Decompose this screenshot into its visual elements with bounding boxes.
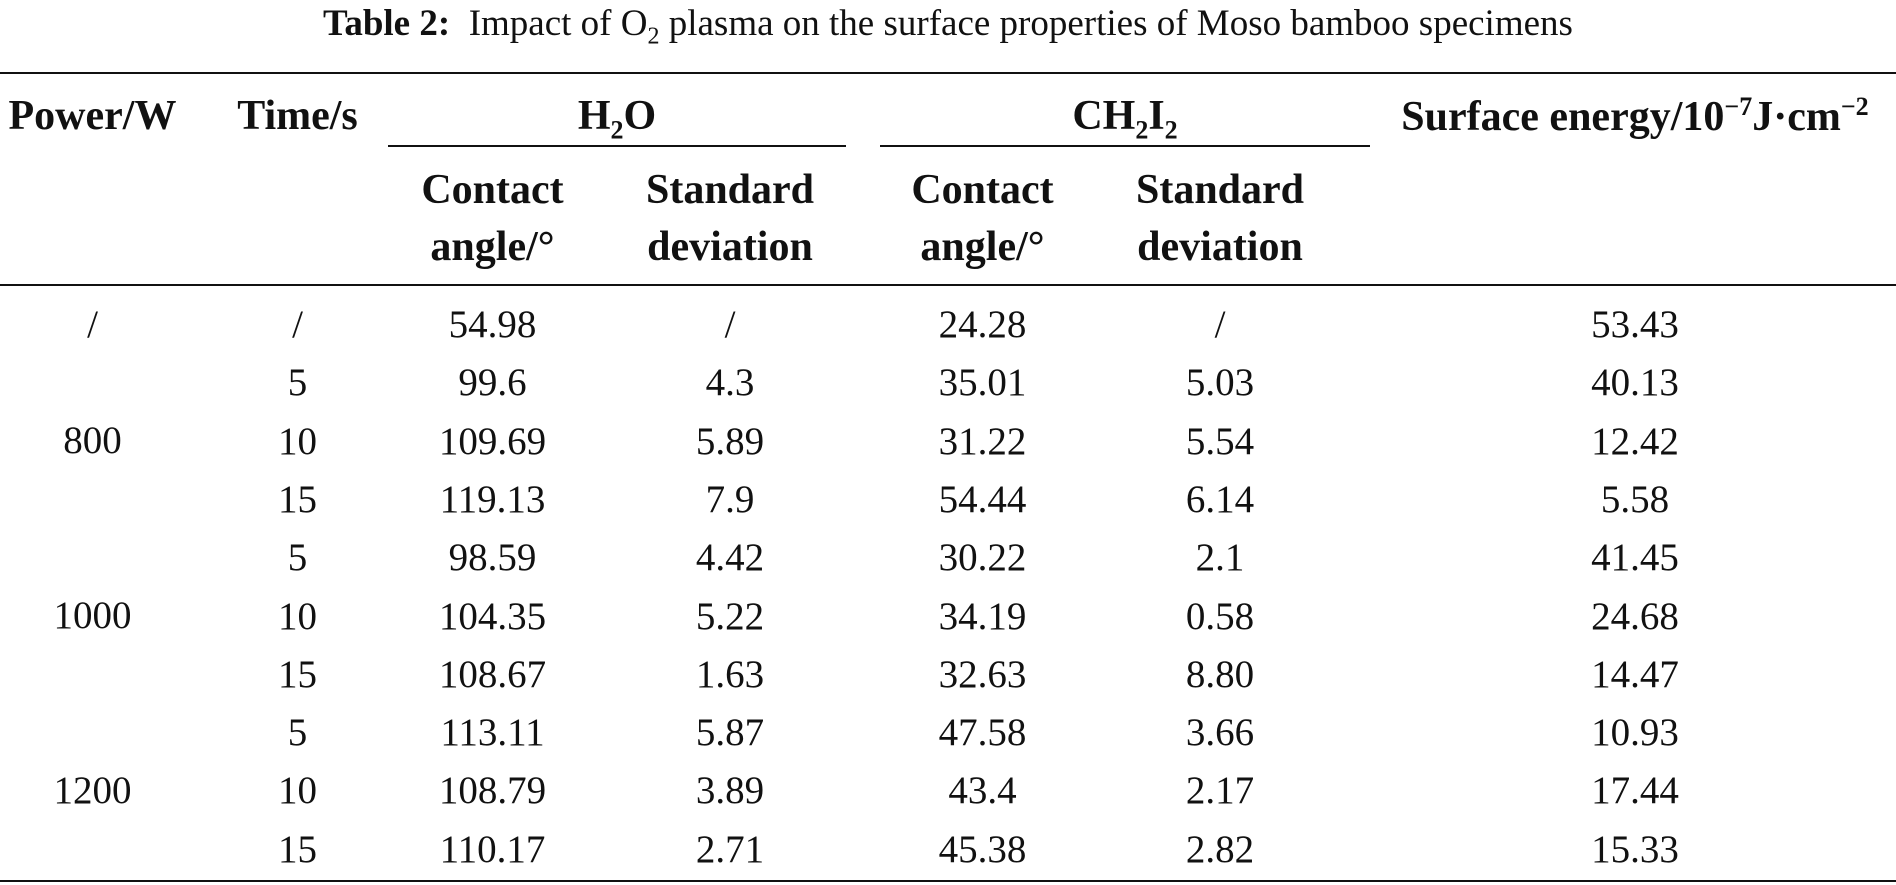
cell-h2o-contact-angle: 104.35 [438,595,547,638]
table-caption: Table 2: Impact of O2 plasma on the surf… [0,4,1896,56]
cell-h2o-contact-angle: 108.67 [438,653,547,696]
cell-h2o-contact-angle: 113.11 [440,711,545,754]
header-power: Power/W [8,93,177,139]
power-group-label: 1000 [53,594,132,637]
cell-h2o-standard-deviation: 5.87 [695,711,765,754]
header-h2o: H2O [388,92,846,145]
cell-time: 10 [278,420,317,463]
cell-ch2i2-standard-deviation: 8.80 [1185,653,1255,696]
cell-ch2i2-contact-angle: 47.58 [938,711,1027,754]
h2o-group-rule [388,145,846,147]
caption-text-before: Impact of O [468,3,648,44]
cell-ch2i2-standard-deviation: 2.82 [1185,828,1255,871]
cell-h2o-contact-angle: 99.6 [458,361,527,404]
cell-surface-energy: 17.44 [1591,769,1679,812]
cell-time: 10 [278,595,317,638]
bottom-rule [0,880,1896,882]
cell-surface-energy: 40.13 [1591,361,1679,404]
cell-h2o-contact-angle: 109.69 [438,420,547,463]
cell-ch2i2-contact-angle: 43.4 [948,769,1017,812]
cell-time: / [292,303,303,346]
cell-time: 15 [278,828,317,871]
cell-ch2i2-standard-deviation: 5.54 [1185,420,1255,463]
cell-time: 5 [287,711,308,754]
header-ch2i2-contact-angle: Contact angle/° [911,167,1054,270]
cell-surface-energy: 10.93 [1591,711,1679,754]
cell-h2o-contact-angle: 119.13 [439,478,546,521]
cell-surface-energy: 53.43 [1591,303,1679,346]
header-h2o-standard-deviation: Standard deviation [645,167,815,270]
ch2i2-mid: I [1148,93,1165,139]
cell-ch2i2-contact-angle: 34.19 [938,595,1027,638]
cell-ch2i2-standard-deviation: 2.1 [1195,536,1245,579]
cell-h2o-standard-deviation: 2.71 [695,828,765,871]
cell-h2o-standard-deviation: 4.42 [695,536,765,579]
cell-surface-energy: 24.68 [1591,595,1679,638]
cell-ch2i2-contact-angle: 24.28 [938,303,1027,346]
cell-ch2i2-contact-angle: 54.44 [938,478,1027,521]
caption-text-after: plasma on the surface properties of Moso… [659,3,1573,44]
cell-h2o-contact-angle: 54.98 [448,303,537,346]
surface-energy-unit: J·cm [1752,94,1841,140]
ch2i2-sub2: 2 [1164,115,1178,145]
cell-h2o-contact-angle: 110.17 [439,828,546,871]
cell-time: 15 [278,478,317,521]
power-group-label: / [87,303,98,346]
cell-h2o-standard-deviation: 5.89 [695,420,765,463]
cell-h2o-standard-deviation: 7.9 [705,478,755,521]
h2o-tail: O [623,93,657,139]
power-group-label: 1200 [53,769,132,812]
cell-h2o-standard-deviation: / [724,303,736,346]
surface-energy-exp: −7 [1724,92,1753,121]
cell-surface-energy: 41.45 [1591,536,1679,579]
ch2i2-main: CH [1072,93,1136,139]
header-surface-energy: Surface energy/10−7J·cm−2 [1390,92,1880,141]
cell-h2o-standard-deviation: 4.3 [705,361,755,404]
cell-ch2i2-standard-deviation: 3.66 [1185,711,1255,754]
cell-h2o-standard-deviation: 1.63 [695,653,765,696]
ch2i2-group-rule [880,145,1370,147]
header-ch2i2: CH2I2 [880,92,1370,145]
cell-surface-energy: 15.33 [1591,828,1679,871]
caption-subscript: 2 [647,23,660,50]
top-rule [0,72,1896,74]
cell-surface-energy: 14.47 [1591,653,1679,696]
cell-ch2i2-contact-angle: 30.22 [938,536,1027,579]
surface-energy-exp2: −2 [1840,92,1869,121]
cell-ch2i2-contact-angle: 31.22 [938,420,1027,463]
ch2i2-sub1: 2 [1135,115,1149,145]
cell-ch2i2-standard-deviation: 6.14 [1185,478,1255,521]
cell-time: 10 [278,769,317,812]
caption-label: Table 2: [323,3,451,44]
header-bottom-rule [0,284,1896,286]
cell-h2o-contact-angle: 98.59 [448,536,537,579]
cell-time: 5 [287,361,308,404]
cell-time: 5 [287,536,308,579]
cell-time: 15 [278,653,317,696]
cell-h2o-standard-deviation: 3.89 [695,769,765,812]
h2o-sub: 2 [610,115,624,145]
cell-surface-energy: 12.42 [1591,420,1679,463]
cell-h2o-contact-angle: 108.79 [438,769,547,812]
cell-ch2i2-contact-angle: 32.63 [938,653,1027,696]
cell-ch2i2-standard-deviation: / [1214,303,1226,346]
header-time: Time/s [237,93,358,139]
surface-energy-main: Surface energy/10 [1401,94,1725,140]
cell-ch2i2-contact-angle: 45.38 [938,828,1027,871]
cell-ch2i2-standard-deviation: 0.58 [1185,595,1255,638]
cell-ch2i2-standard-deviation: 5.03 [1185,361,1255,404]
power-group-label: 800 [63,419,122,462]
header-h2o-contact-angle: Contact angle/° [421,167,564,270]
header-ch2i2-standard-deviation: Standard deviation [1135,167,1305,270]
cell-h2o-standard-deviation: 5.22 [695,595,765,638]
h2o-main: H [577,93,611,139]
cell-surface-energy: 5.58 [1600,478,1670,521]
cell-ch2i2-standard-deviation: 2.17 [1185,769,1255,812]
cell-ch2i2-contact-angle: 35.01 [938,361,1027,404]
